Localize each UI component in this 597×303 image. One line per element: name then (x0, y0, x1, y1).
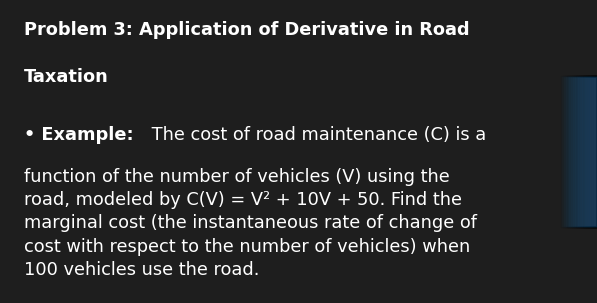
FancyBboxPatch shape (567, 76, 597, 227)
FancyBboxPatch shape (563, 76, 597, 227)
FancyBboxPatch shape (565, 76, 597, 227)
Text: The cost of road maintenance (C) is a: The cost of road maintenance (C) is a (146, 126, 487, 144)
FancyBboxPatch shape (561, 76, 597, 227)
Text: Problem 3: Application of Derivative in Road: Problem 3: Application of Derivative in … (24, 21, 469, 39)
Text: function of the number of vehicles (V) using the
road, modeled by C(V) = V² + 10: function of the number of vehicles (V) u… (24, 168, 477, 279)
Text: • Example:: • Example: (24, 126, 134, 144)
FancyBboxPatch shape (570, 76, 597, 227)
FancyBboxPatch shape (574, 76, 597, 227)
FancyBboxPatch shape (568, 76, 597, 227)
FancyBboxPatch shape (572, 76, 597, 227)
Text: Taxation: Taxation (24, 68, 109, 86)
